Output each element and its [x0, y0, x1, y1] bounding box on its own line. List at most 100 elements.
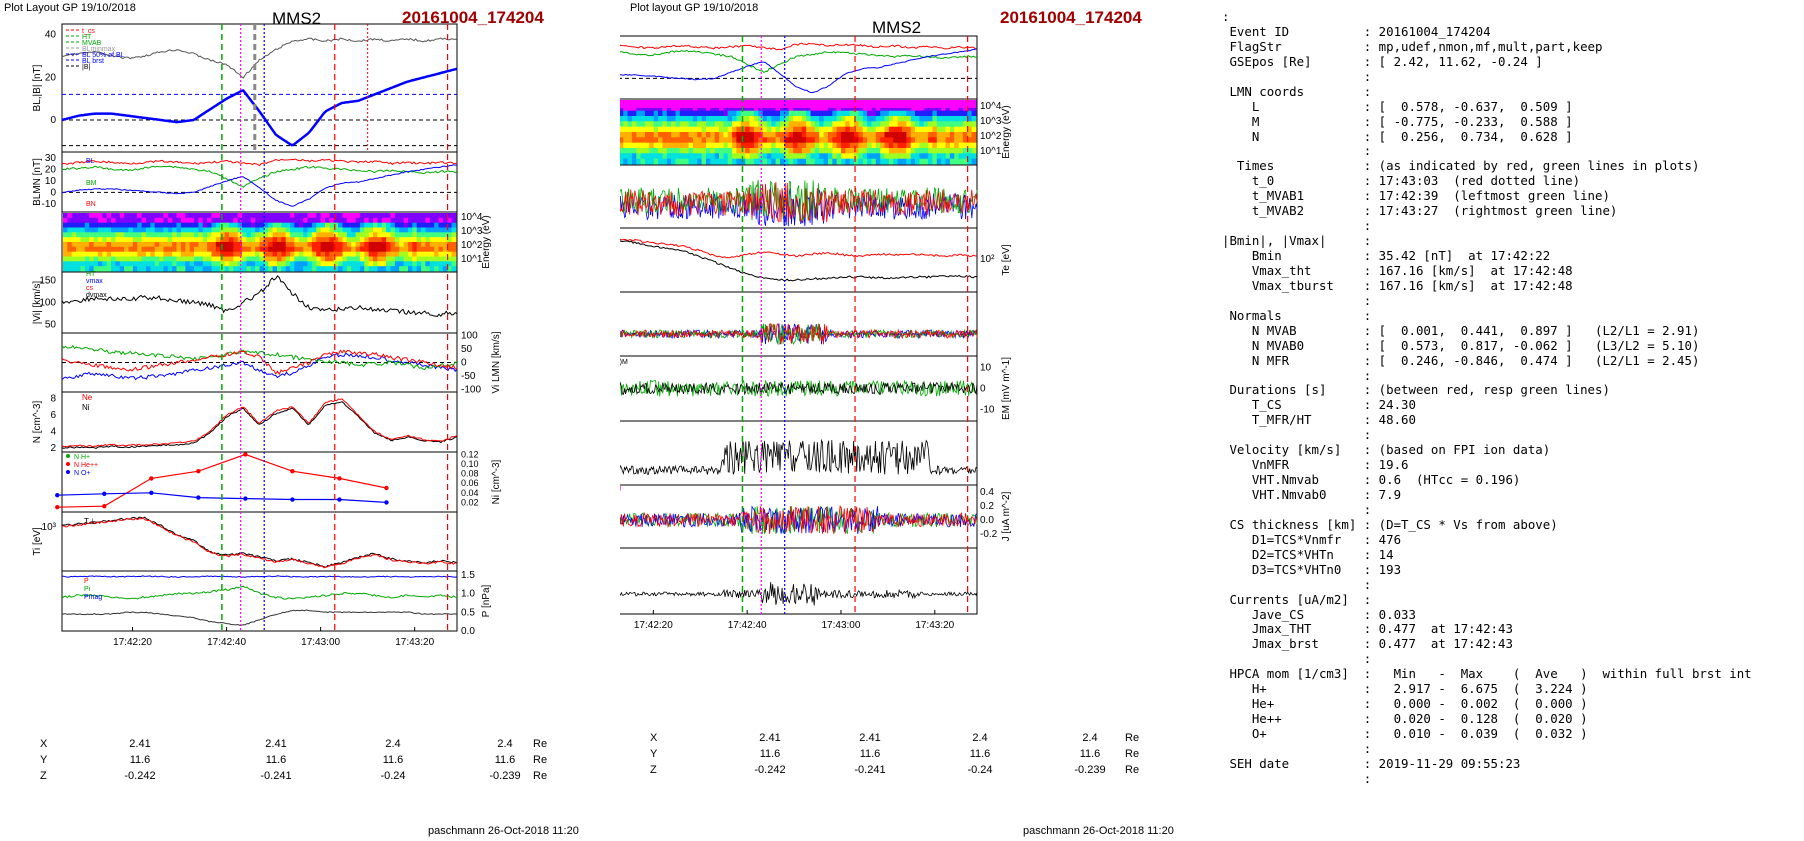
spectrogram-cell	[867, 137, 872, 143]
spectrogram-cell	[706, 126, 711, 133]
spectrogram-cell	[727, 110, 733, 117]
summary-line: GSEpos [Re] : [ 2.42, 11.62, -0.24 ]	[1222, 53, 1543, 69]
spectrogram-cell	[211, 251, 217, 257]
spectrogram-cell	[675, 142, 681, 149]
spectrogram-cell	[810, 116, 816, 122]
spectrogram-cell	[111, 237, 116, 243]
spectrogram-cell	[727, 126, 733, 133]
spectrogram-cell	[233, 242, 239, 248]
spectrogram-cell	[167, 261, 173, 267]
spectrogram-cell	[311, 256, 317, 262]
spectrogram-cell	[307, 213, 313, 219]
spectrogram-cell	[163, 266, 169, 272]
spectrogram-cell	[893, 126, 898, 133]
summary-line: :	[1222, 292, 1372, 308]
spectrogram-cell	[784, 158, 790, 165]
spectrogram-cell	[368, 261, 374, 267]
spectrogram-cell	[684, 137, 689, 143]
spectrogram-cell	[745, 158, 750, 165]
ylabel: |Vi| [km/s]	[32, 281, 43, 325]
spectrogram-cell	[255, 251, 260, 257]
spectrogram-cell	[394, 237, 400, 243]
spectrogram-cell	[67, 266, 73, 272]
ytick-label: 0.02	[461, 497, 479, 507]
spectrogram-cell	[645, 153, 650, 159]
ytick-label: 50	[461, 344, 473, 355]
spectrogram-cell	[797, 126, 803, 133]
spectrogram-cell	[762, 121, 768, 127]
ytick-label: 0.06	[461, 478, 479, 488]
spectrogram-cell	[875, 137, 881, 143]
spectrogram-cell	[364, 217, 370, 223]
spectrogram-cell	[442, 232, 448, 238]
spectrogram-cell	[390, 222, 396, 228]
spectrogram-cell	[880, 158, 885, 165]
spectrogram-cell	[386, 242, 391, 248]
spectrogram-cell	[198, 217, 204, 223]
spectrogram-cell	[780, 148, 785, 154]
spectrogram-cell	[814, 153, 820, 159]
spectrogram-cell	[163, 246, 169, 252]
spectrogram-cell	[788, 105, 794, 111]
spectrogram-cell	[631, 126, 637, 133]
spectrogram-cell	[719, 116, 724, 122]
summary-line: FlagStr : mp,udef,nmon,mf,mult,part,keep	[1222, 38, 1603, 54]
spectrogram-cell	[71, 217, 77, 223]
ytick-label: 0	[980, 384, 986, 395]
spectrogram-cell	[141, 246, 147, 252]
spectrogram-cell	[159, 217, 164, 223]
spectrogram-cell	[949, 105, 955, 111]
spectrogram-cell	[224, 266, 230, 272]
spectrogram-cell	[631, 110, 637, 117]
spectrogram-cell	[207, 251, 212, 257]
spectrogram-cell	[915, 110, 920, 117]
spectrogram-cell	[429, 213, 435, 219]
spectrogram-cell	[185, 222, 191, 228]
spectrogram-cell	[902, 126, 907, 133]
spectrogram-cell	[823, 116, 829, 122]
spectrogram-cell	[119, 237, 125, 243]
spectrogram-cell	[666, 137, 672, 143]
spectrogram-cell	[189, 251, 195, 257]
spectrogram-cell	[688, 105, 694, 111]
summary-line: N MVAB : [ 0.001, 0.441, 0.897 ] (L2/L1 …	[1222, 322, 1700, 338]
spectrogram-cell	[351, 217, 356, 223]
spectrogram-cell	[325, 266, 330, 272]
spectrogram-cell	[888, 132, 894, 138]
spectrogram-cell	[845, 148, 851, 154]
legend-label: MVAB	[82, 40, 102, 47]
spectrogram-cell	[884, 110, 890, 117]
spectrogram-cell	[408, 242, 413, 248]
spectrogram-cell	[631, 132, 637, 138]
spectrogram-cell	[727, 158, 733, 165]
spectrogram-cell	[351, 261, 356, 267]
spectrogram-cell	[97, 256, 103, 262]
spectrogram-cell	[211, 217, 217, 223]
spectrogram-cell	[89, 256, 94, 262]
spectrogram-cell	[215, 213, 221, 219]
spectrogram-cell	[845, 126, 851, 133]
spectrogram-cell	[342, 242, 348, 248]
spectrogram-cell	[692, 142, 698, 149]
spectrogram-cell	[710, 132, 716, 138]
spectrogram-cell	[403, 251, 409, 257]
spectrogram-cell	[233, 222, 239, 228]
spectrogram-cell	[290, 256, 295, 262]
spectrogram-cell	[649, 105, 655, 111]
spectrogram-cell	[814, 110, 820, 117]
spectrogram-cell	[119, 246, 125, 252]
spectrogram-cell	[84, 251, 90, 257]
spectrogram-cell	[408, 232, 413, 238]
spectrogram-cell	[710, 158, 716, 165]
spectrogram-cell	[897, 116, 903, 122]
spectrogram-cell	[745, 132, 750, 138]
spectrogram-cell	[408, 213, 413, 219]
spectrogram-cell	[67, 213, 73, 219]
spectrogram-cell	[784, 110, 790, 117]
spectrogram-cell	[928, 105, 933, 111]
spectrogram-cell	[749, 158, 755, 165]
spectrogram-cell	[154, 227, 160, 233]
spectrogram-cell	[333, 246, 339, 252]
spectrogram-cell	[355, 261, 361, 267]
spectrogram-cell	[198, 237, 204, 243]
